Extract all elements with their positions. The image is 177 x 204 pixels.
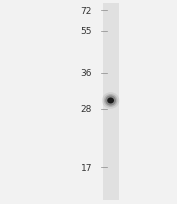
Ellipse shape [107, 98, 114, 104]
Text: 36: 36 [81, 69, 92, 78]
Text: 17: 17 [81, 163, 92, 172]
Ellipse shape [105, 96, 116, 106]
Text: 55: 55 [81, 27, 92, 36]
Text: 72: 72 [81, 7, 92, 16]
Text: 28: 28 [81, 105, 92, 114]
Ellipse shape [102, 93, 119, 109]
Ellipse shape [104, 94, 118, 107]
Bar [103, 4, 119, 200]
